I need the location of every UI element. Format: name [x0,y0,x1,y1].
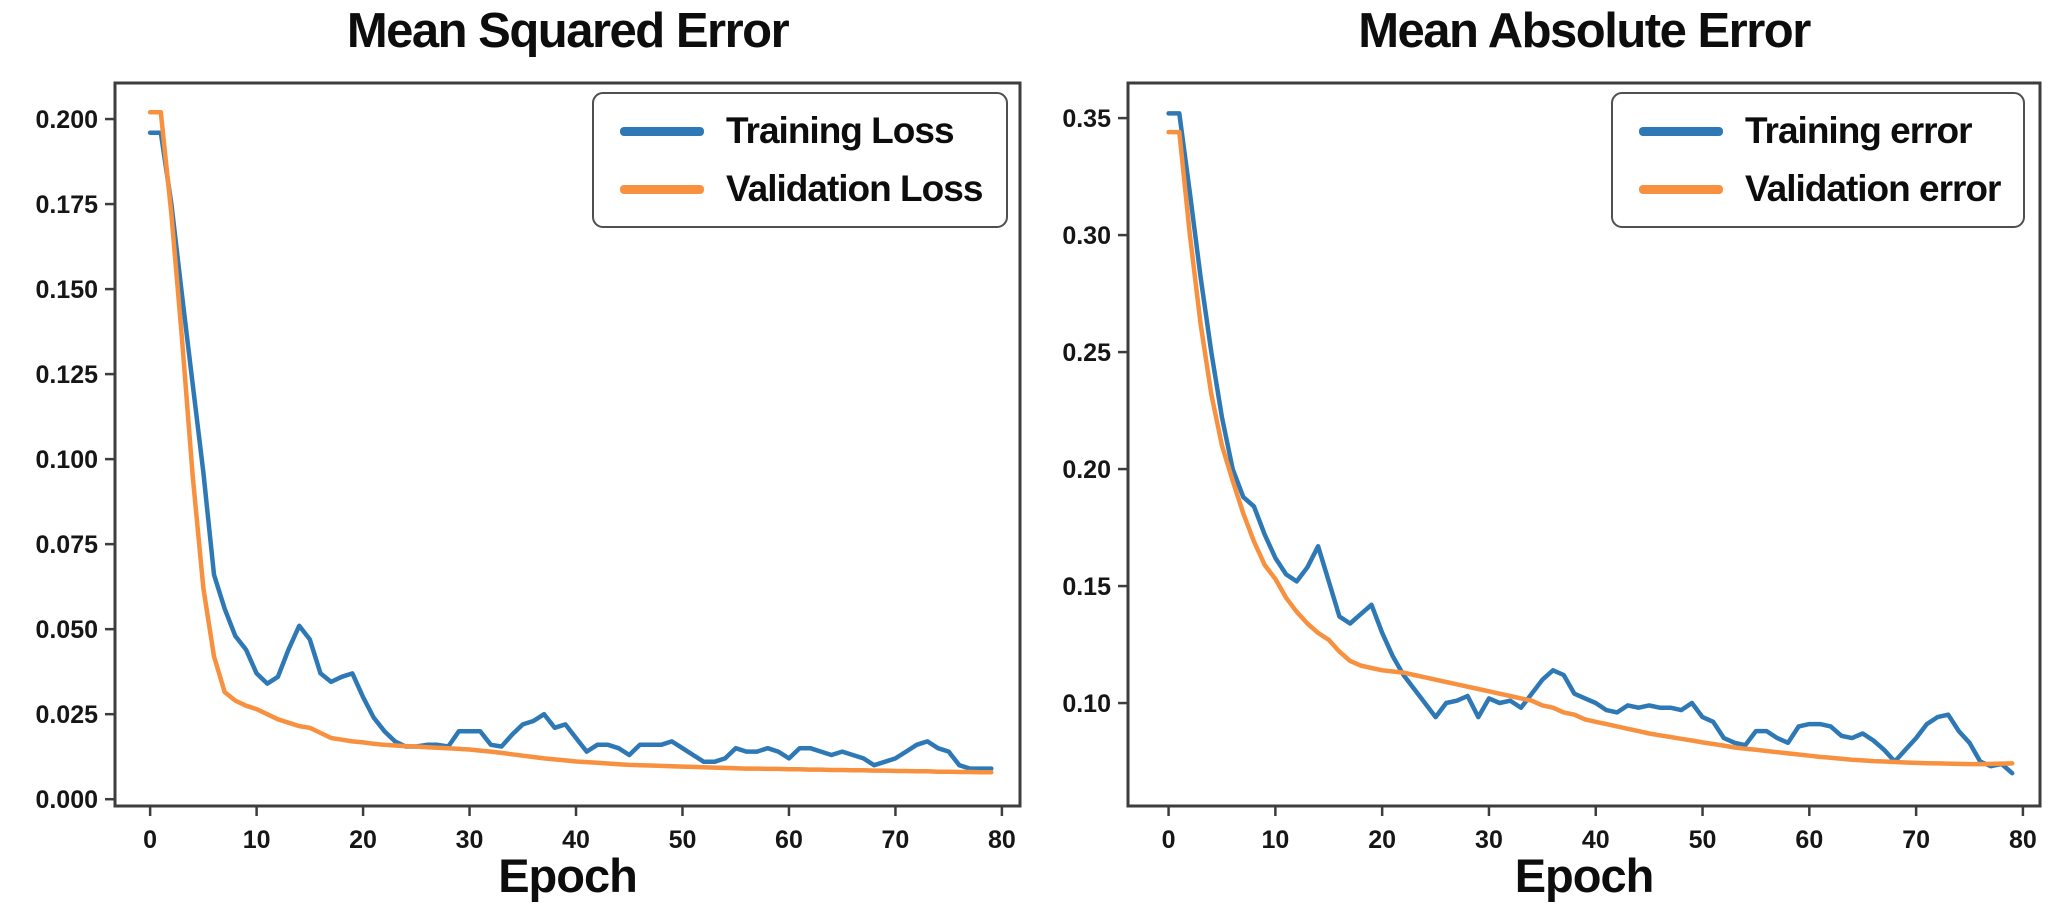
legend-item-validation-loss: Validation Loss [620,168,996,210]
x-tick-label: 80 [988,826,1016,854]
x-tick-label: 60 [775,826,803,854]
y-tick-label: 0.175 [35,191,98,219]
y-tick-label: 0.025 [35,701,98,729]
x-tick-label: 80 [2009,826,2037,854]
y-tick-label: 0.000 [35,786,98,814]
validation-loss-line-swatch [620,184,704,194]
x-tick-label: 50 [1689,826,1717,854]
plot-frame [1126,81,2042,808]
legend-item-validation-error: Validation error [1639,168,2013,210]
chart-mean-squared-error: Mean Squared Error 0.000 0.025 0.050 0.075 0… [0,0,1028,913]
legend-label-training-error: Training error [1745,110,1973,151]
x-axis-label: Epoch [1514,849,1655,902]
y-tick-label: 0.15 [1062,573,1111,601]
y-tick-label: 0.200 [35,106,98,134]
legend-label-training-loss: Training Loss [726,110,955,151]
x-tick-label: 10 [1261,826,1289,854]
chart-mean-absolute-error: Mean Absolute Error 0.10 0.15 0.20 0.25 0.30… [1028,0,2057,913]
validation-error-line-swatch [1639,184,1723,194]
series-line-training-error [1166,111,2015,776]
training-error-line-swatch [1639,126,1723,136]
legend-label-validation-loss: Validation Loss [726,168,983,209]
legend-label-validation-error: Validation error [1745,168,2001,209]
plot-area-mse: 0.000 0.025 0.050 0.075 0.100 0.125 0.150 0.175… [35,81,1022,854]
series-line-validation-loss [147,109,994,775]
legend-item-training-loss: Training Loss [620,110,996,152]
y-tick-label: 0.10 [1062,690,1111,718]
y-tick-label: 0.125 [35,361,98,389]
x-tick-label: 30 [1475,826,1503,854]
x-tick-label: 10 [243,826,271,854]
series-line-training-loss [147,130,994,771]
legend: Training Loss Validation Loss [592,92,1008,228]
x-tick-label: 40 [1582,826,1610,854]
y-tick-label: 0.050 [35,616,98,644]
x-axis-label: Epoch [498,849,638,902]
series-line-validation-error [1166,129,2015,767]
y-tick-label: 0.35 [1062,105,1111,133]
y-tick-label: 0.075 [35,531,98,559]
legend: Training error Validation error [1611,92,2025,228]
y-tick-label: 0.100 [35,446,98,474]
x-tick-label: 20 [1368,826,1396,854]
x-tick-label: 20 [349,826,377,854]
y-tick-label: 0.150 [35,276,98,304]
x-tick-label: 70 [1902,826,1930,854]
plot-frame [113,81,1022,808]
x-tick-label: 40 [562,826,590,854]
x-tick-label: 0 [1162,826,1176,854]
plot-area-mae: 0.10 0.15 0.20 0.25 0.30 0.35 0 10 20 30 40 50 60 70 8… [1062,81,2042,854]
x-tick-label: 60 [1795,826,1823,854]
x-tick-label: 0 [143,826,157,854]
chart-title: Mean Squared Error [346,4,790,58]
y-tick-label: 0.25 [1062,339,1111,367]
chart-title: Mean Absolute Error [1358,4,1811,58]
x-tick-label: 70 [882,826,910,854]
x-tick-label: 30 [456,826,484,854]
y-tick-label: 0.30 [1062,222,1111,250]
y-tick-label: 0.20 [1062,456,1111,484]
training-loss-line-swatch [620,126,704,136]
x-tick-label: 50 [669,826,697,854]
legend-item-training-error: Training error [1639,110,2013,152]
